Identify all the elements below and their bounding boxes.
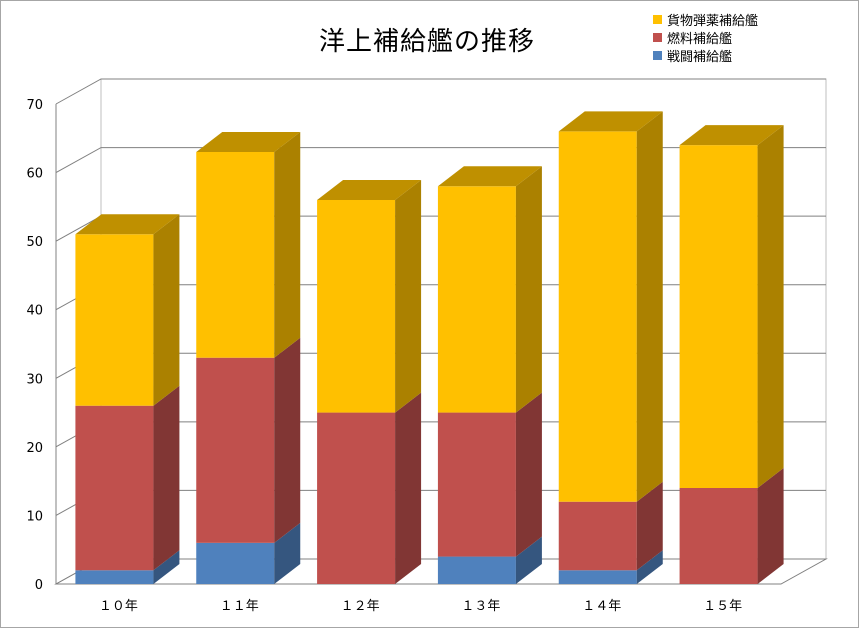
bar-5-series-3-side: [636, 111, 663, 502]
bar-1-series-2-side: [153, 385, 180, 571]
legend-item-combat: 戦闘補給艦: [653, 46, 758, 65]
bar-4-top: [437, 166, 542, 187]
y-tick-label: 10: [26, 509, 43, 524]
legend-label-fuel: 燃料補給艦: [667, 31, 733, 47]
bar-4-series-3-front: [437, 186, 516, 413]
y-tick-label: 70: [26, 98, 43, 113]
bar-1-series-1-side: [153, 550, 180, 584]
bar-2-series-3-front: [196, 152, 275, 358]
bar-6-series-3-front: [679, 145, 758, 488]
x-tick-label: １２年: [341, 599, 380, 614]
bar-4-series-3-side: [515, 166, 542, 413]
bar-1-top: [75, 214, 180, 235]
bar-5-series-3-front: [558, 131, 637, 502]
bar-1-series-3-side: [153, 214, 180, 406]
y-tick-label: 30: [26, 372, 43, 387]
y-tick-label: 0: [35, 578, 43, 593]
x-tick-label: １０年: [99, 599, 138, 614]
bar-2-series-2-front: [196, 357, 275, 543]
legend-swatch-fuel: [653, 32, 662, 42]
gridline-70: [55, 78, 826, 105]
x-tick-label: １４年: [582, 599, 621, 614]
y-tick-label: 20: [26, 441, 43, 456]
x-tick-label: １３年: [461, 599, 500, 614]
bar-4-series-2-side: [515, 392, 542, 557]
bar-5-series-2-side: [636, 481, 663, 571]
bar-1-series-3-front: [75, 234, 154, 406]
bar-2-series-1-front: [196, 542, 275, 584]
bar-4-series-1-front: [437, 556, 516, 584]
legend-item-cargo: 貨物弾薬補給艦: [653, 10, 759, 29]
bar-5-series-2-front: [558, 501, 637, 571]
bar-2-top: [196, 132, 301, 152]
bar-2-series-3-side: [274, 132, 301, 358]
legend-label-combat: 戦闘補給艦: [667, 49, 733, 65]
bar-5-series-1-side: [636, 550, 663, 584]
bar-6-series-2-front: [679, 488, 758, 584]
bar-4-series-2-front: [437, 412, 516, 557]
x-tick-label: １１年: [220, 599, 259, 614]
bar-6-series-3-side: [757, 125, 784, 489]
y-tick-label: 50: [26, 235, 43, 250]
bar-2-series-2-side: [274, 337, 301, 543]
y-tick-label: 40: [26, 304, 43, 319]
bar-3-top: [317, 180, 422, 200]
bar-1-series-1-front: [75, 570, 154, 584]
bar-3-series-3-front: [317, 200, 396, 413]
bar-5-top: [558, 111, 663, 132]
bar-5-series-1-front: [558, 570, 637, 584]
bar-2-series-1-side: [274, 522, 301, 584]
bar-6-series-2-side: [757, 468, 784, 584]
bar-1-series-2-front: [75, 405, 154, 571]
bar-3-series-2-side: [395, 392, 422, 584]
bar-3-series-3-side: [395, 180, 422, 413]
bar-4-series-1-side: [515, 536, 542, 584]
legend-label-cargo: 貨物弾薬補給艦: [667, 13, 759, 29]
bar-3-series-2-front: [317, 412, 396, 584]
legend-item-fuel: 燃料補給艦: [653, 28, 758, 47]
x-tick-label: １５年: [703, 599, 742, 614]
legend-swatch-combat: [653, 50, 662, 60]
chart-title: 洋上補給艦の推移: [319, 27, 536, 57]
bar-6-top: [679, 125, 784, 146]
legend-swatch-cargo: [653, 14, 662, 24]
y-tick-label: 60: [26, 167, 43, 182]
legend: 貨物弾薬補給艦 燃料補給艦 戦闘補給艦: [653, 10, 759, 65]
